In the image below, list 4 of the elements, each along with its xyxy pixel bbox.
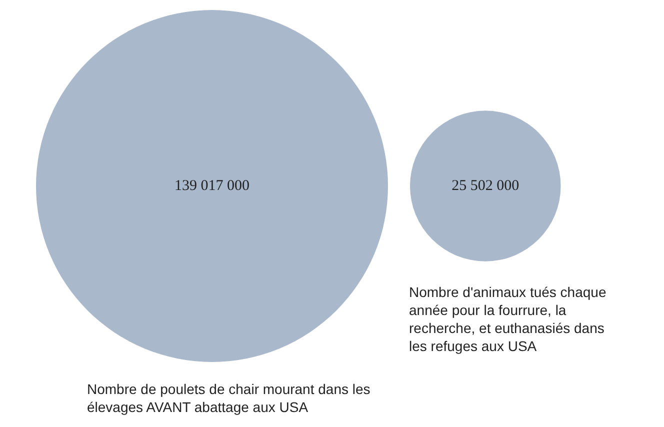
- category-label: Nombre d'animaux tués chaque année pour la fourrure, la recherche, et euthanasiés dans les refuges aux USA: [409, 283, 608, 356]
- data-label: 139 017 000: [174, 178, 250, 194]
- category-label: Nombre de poulets de chair mourant dans les élevages AVANT abattage aux USA: [87, 380, 372, 416]
- data-label: 25 502 000: [452, 178, 520, 194]
